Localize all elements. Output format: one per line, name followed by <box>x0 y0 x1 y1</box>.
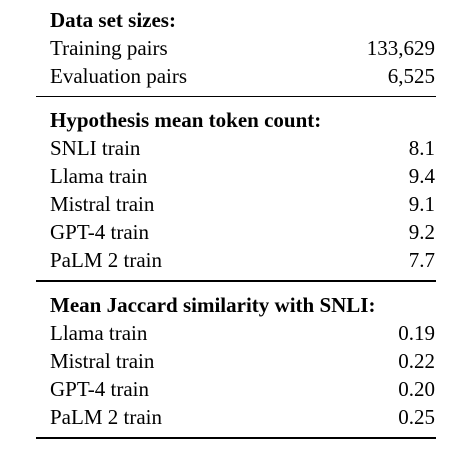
row-label: PaLM 2 train <box>50 405 162 429</box>
row-label: Mistral train <box>50 349 155 373</box>
section-heading: Mean Jaccard similarity with SNLI: <box>50 293 376 317</box>
table-row: Mistral train 0.22 <box>50 347 436 375</box>
table-row: GPT-4 train 9.2 <box>50 218 436 246</box>
row-label: GPT-4 train <box>50 220 149 244</box>
row-value: 0.22 <box>398 349 435 373</box>
section-divider <box>36 96 436 97</box>
section-heading: Hypothesis mean token count: <box>50 108 322 132</box>
row-value: 133,629 <box>366 36 435 60</box>
data-table: Data set sizes: Training pairs 133,629 E… <box>36 0 436 439</box>
row-value: 9.1 <box>408 192 435 216</box>
row-value: 8.1 <box>408 136 435 160</box>
section-heading: Data set sizes: <box>50 8 176 32</box>
section-hypothesis-token-count: Hypothesis mean token count: SNLI train … <box>36 97 436 280</box>
row-value: 0.19 <box>398 321 435 345</box>
table-row: Llama train 9.4 <box>50 162 436 190</box>
row-label: PaLM 2 train <box>50 248 162 272</box>
row-value: 0.20 <box>398 377 435 401</box>
row-label: Llama train <box>50 321 148 345</box>
row-label: Mistral train <box>50 192 155 216</box>
bottom-rule <box>36 437 436 439</box>
row-value: 9.2 <box>408 220 435 244</box>
table-row: Training pairs 133,629 <box>50 34 436 62</box>
table-row: PaLM 2 train 7.7 <box>50 246 436 274</box>
section-data-set-sizes: Data set sizes: Training pairs 133,629 E… <box>36 0 436 96</box>
row-label: SNLI train <box>50 136 141 160</box>
row-label: Llama train <box>50 164 148 188</box>
table-row: Llama train 0.19 <box>50 319 436 347</box>
section-divider <box>36 280 436 282</box>
section-jaccard-similarity: Mean Jaccard similarity with SNLI: Llama… <box>36 282 436 437</box>
row-value: 0.25 <box>398 405 435 429</box>
row-label: GPT-4 train <box>50 377 149 401</box>
row-label: Evaluation pairs <box>50 64 188 88</box>
row-value: 7.7 <box>408 248 435 272</box>
row-value: 9.4 <box>408 164 435 188</box>
table-row: Evaluation pairs 6,525 <box>50 62 436 90</box>
table-row: PaLM 2 train 0.25 <box>50 403 436 431</box>
row-label: Training pairs <box>50 36 168 60</box>
row-value: 6,525 <box>387 64 435 88</box>
table-row: SNLI train 8.1 <box>50 134 436 162</box>
table-row: Mistral train 9.1 <box>50 190 436 218</box>
table-row: GPT-4 train 0.20 <box>50 375 436 403</box>
